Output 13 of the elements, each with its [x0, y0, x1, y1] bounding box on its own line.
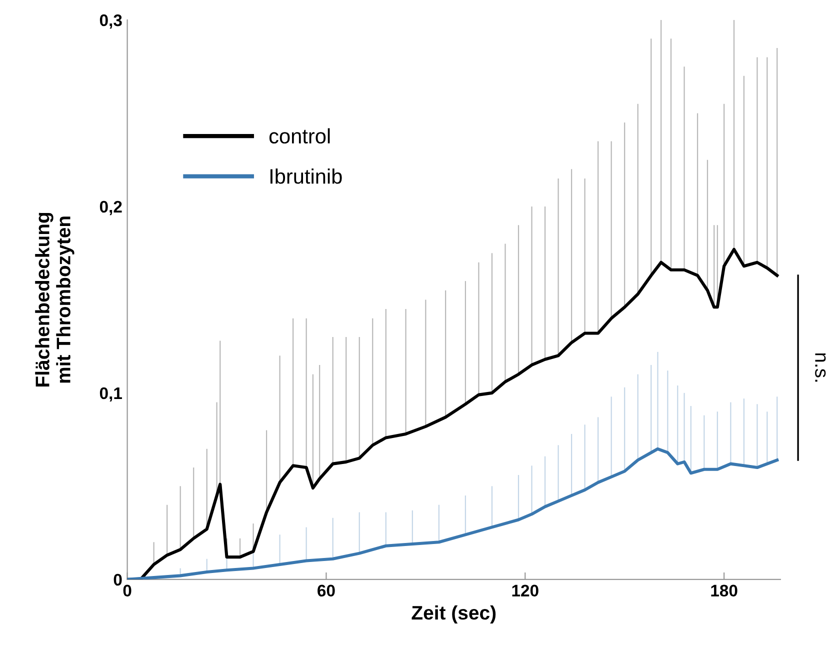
y-tick-label: 0	[114, 574, 122, 586]
x-tick-label: 180	[711, 584, 738, 597]
text: n.s.	[815, 353, 826, 382]
y-axis-title: Flächenbedeckung mit Thrombozyten	[35, 212, 74, 386]
y-tick-label: 0,2	[100, 200, 122, 216]
x-axis-title: Zeit (sec)	[412, 605, 496, 624]
x-tick-label: 120	[512, 584, 538, 597]
y-tick-label: 0,1	[100, 387, 122, 402]
x-tick-label: 0	[123, 584, 132, 597]
y-tick-label: 0,3	[100, 14, 122, 29]
legend-label: Ibrutinib	[270, 168, 342, 184]
x-tick-label: 60	[318, 584, 335, 597]
legend-label: control	[269, 128, 330, 144]
